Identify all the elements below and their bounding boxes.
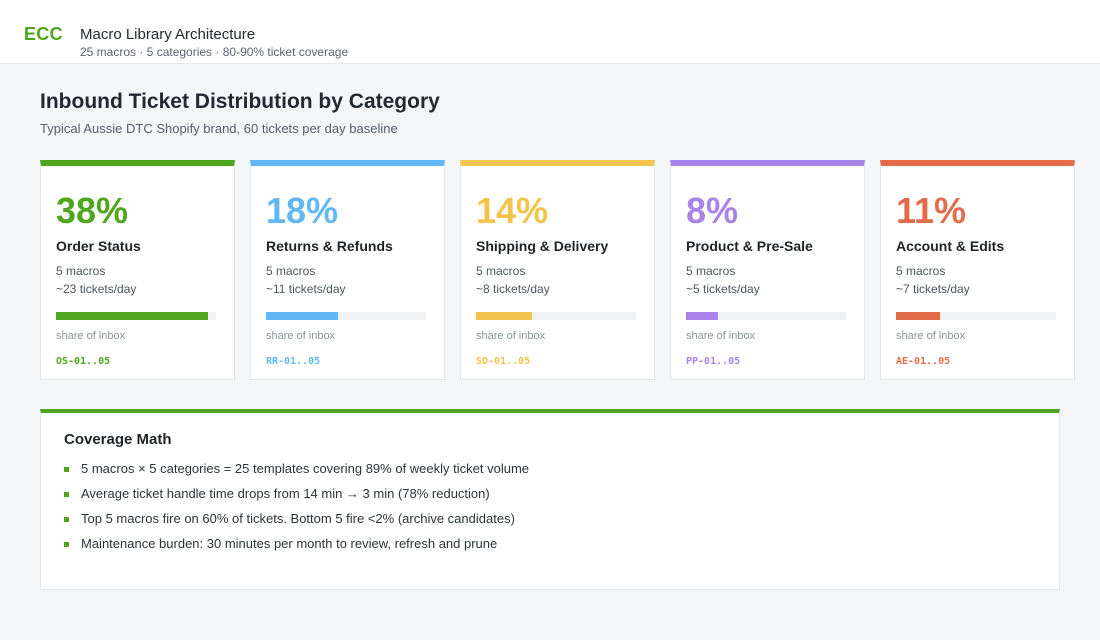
share-bar xyxy=(56,312,216,320)
share-bar-fill xyxy=(56,312,208,320)
bullet-icon xyxy=(64,542,69,547)
category-tickets-per-day: ~5 tickets/day xyxy=(686,282,760,296)
macro-code-range: PP-01..05 xyxy=(686,356,741,367)
page-subtitle: Typical Aussie DTC Shopify brand, 60 tic… xyxy=(40,121,398,136)
category-percent: 8% xyxy=(686,190,739,231)
bullet-icon xyxy=(64,467,69,472)
category-card-product-presale: 8% Product & Pre-Sale 5 macros ~5 ticket… xyxy=(670,160,865,380)
category-percent: 38% xyxy=(56,190,129,231)
category-tickets-per-day: ~7 tickets/day xyxy=(896,282,970,296)
category-name: Shipping & Delivery xyxy=(476,238,609,254)
category-macro-count: 5 macros xyxy=(686,264,736,278)
category-card-shipping-delivery: 14% Shipping & Delivery 5 macros ~8 tick… xyxy=(460,160,655,380)
app-title: Macro Library Architecture xyxy=(80,26,256,43)
category-name: Returns & Refunds xyxy=(266,238,393,254)
category-tickets-per-day: ~8 tickets/day xyxy=(476,282,550,296)
top-bar: ECC Macro Library Architecture 25 macros… xyxy=(0,0,1100,64)
category-card-account-edits: 11% Account & Edits 5 macros ~7 tickets/… xyxy=(880,160,1075,380)
macro-code-range: AE-01..05 xyxy=(896,356,951,367)
list-item: Maintenance burden: 30 minutes per month… xyxy=(64,536,529,561)
coverage-title: Coverage Math xyxy=(64,431,172,448)
macro-code-range: RR-01..05 xyxy=(266,356,321,367)
category-tickets-per-day: ~11 tickets/day xyxy=(266,282,346,296)
share-label: share of inbox xyxy=(476,330,546,342)
category-macro-count: 5 macros xyxy=(266,264,316,278)
category-card-returns-refunds: 18% Returns & Refunds 5 macros ~11 ticke… xyxy=(250,160,445,380)
category-cards: 38% Order Status 5 macros ~23 tickets/da… xyxy=(40,160,1080,380)
category-tickets-per-day: ~23 tickets/day xyxy=(56,282,137,296)
category-macro-count: 5 macros xyxy=(896,264,946,278)
bullet-icon xyxy=(64,492,69,497)
share-bar-fill xyxy=(686,312,718,320)
share-bar xyxy=(896,312,1056,320)
list-item: Top 5 macros fire on 60% of tickets. Bot… xyxy=(64,511,529,536)
category-macro-count: 5 macros xyxy=(56,264,106,278)
category-macro-count: 5 macros xyxy=(476,264,526,278)
share-bar-fill xyxy=(476,312,532,320)
share-bar-fill xyxy=(266,312,338,320)
share-label: share of inbox xyxy=(266,330,336,342)
list-item: Average ticket handle time drops from 14… xyxy=(64,486,529,511)
share-bar xyxy=(476,312,636,320)
share-bar xyxy=(686,312,846,320)
list-item: 5 macros × 5 categories = 25 templates c… xyxy=(64,461,529,486)
coverage-item-text: Average ticket handle time drops from 14… xyxy=(81,486,490,501)
category-percent: 11% xyxy=(896,190,967,231)
app-logo: ECC xyxy=(24,24,63,44)
page-title: Inbound Ticket Distribution by Category xyxy=(40,90,440,113)
category-card-order-status: 38% Order Status 5 macros ~23 tickets/da… xyxy=(40,160,235,380)
coverage-math-panel: Coverage Math 5 macros × 5 categories = … xyxy=(40,409,1060,590)
coverage-item-text: Top 5 macros fire on 60% of tickets. Bot… xyxy=(81,511,515,526)
category-percent: 14% xyxy=(476,190,549,231)
share-label: share of inbox xyxy=(56,330,126,342)
category-percent: 18% xyxy=(266,190,339,231)
share-label: share of inbox xyxy=(896,330,966,342)
bullet-icon xyxy=(64,517,69,522)
macro-code-range: SD-01..05 xyxy=(476,356,531,367)
share-bar xyxy=(266,312,426,320)
share-label: share of inbox xyxy=(686,330,756,342)
app-subtitle: 25 macros · 5 categories · 80-90% ticket… xyxy=(80,45,349,59)
coverage-list: 5 macros × 5 categories = 25 templates c… xyxy=(64,461,529,561)
share-bar-fill xyxy=(896,312,940,320)
category-name: Account & Edits xyxy=(896,238,1005,254)
coverage-item-text: 5 macros × 5 categories = 25 templates c… xyxy=(81,461,529,476)
macro-code-range: OS-01..05 xyxy=(56,356,111,367)
category-name: Order Status xyxy=(56,238,141,254)
category-name: Product & Pre-Sale xyxy=(686,238,813,254)
coverage-item-text: Maintenance burden: 30 minutes per month… xyxy=(81,536,498,551)
